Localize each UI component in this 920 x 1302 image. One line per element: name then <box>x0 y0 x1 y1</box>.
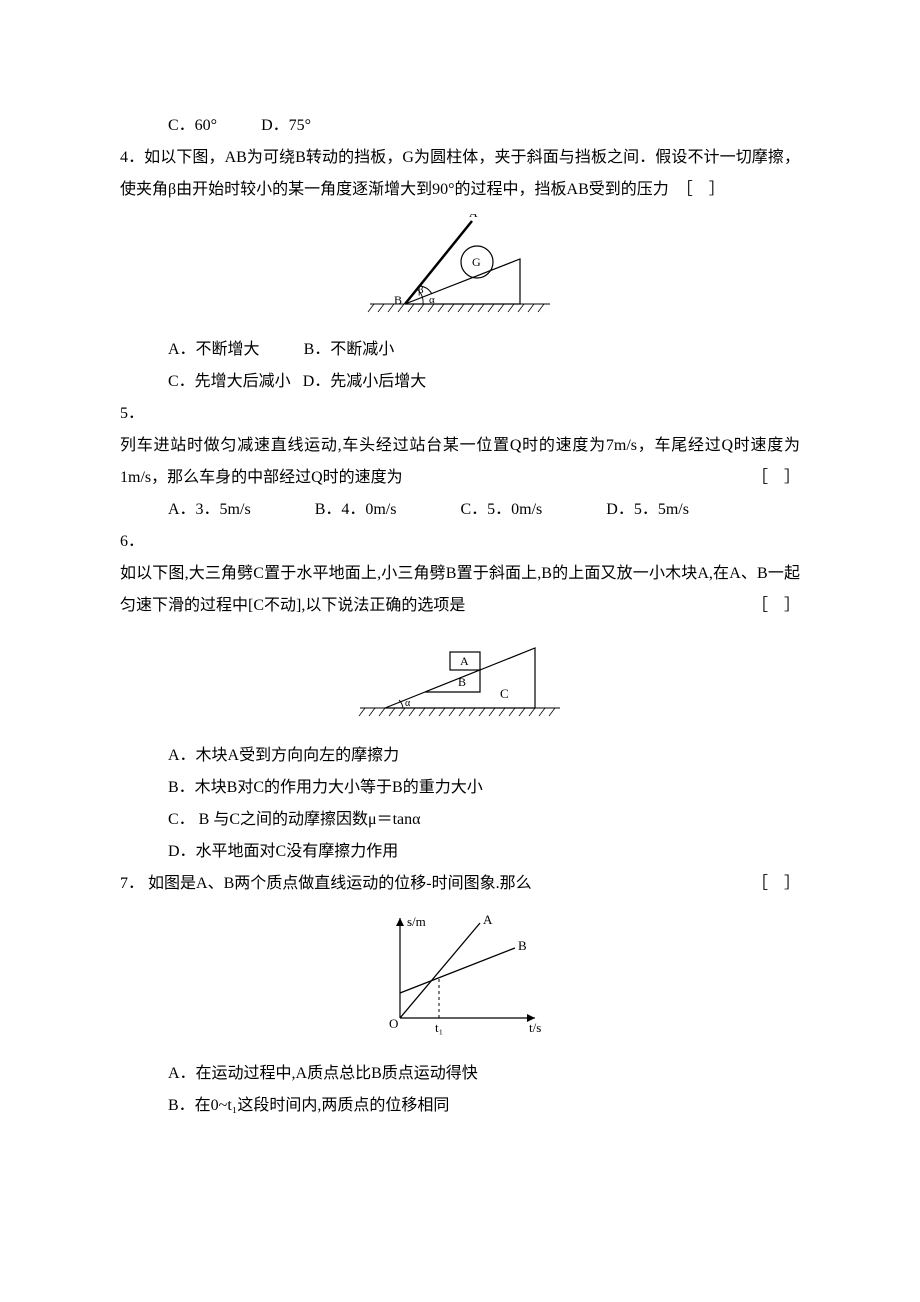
svg-text:O: O <box>389 1016 398 1031</box>
q6-text: 如以下图,大三角劈C置于水平地面上,小三角劈B置于斜面上,B的上面又放一小木块A… <box>120 558 800 622</box>
q4-opt-a: A．不断增大 <box>168 334 260 366</box>
q7-bracket: ［ ］ <box>752 868 800 900</box>
q6-opt-d: D．水平地面对C没有摩擦力作用 <box>168 843 398 860</box>
q4-opt-b: B．不断减小 <box>304 334 395 366</box>
q5-opt-a: A．3．5m/s <box>168 494 251 526</box>
svg-text:α: α <box>429 294 435 306</box>
q6-opt-d-row: D．水平地面对C没有摩擦力作用 <box>120 836 800 868</box>
q4-options-2: C．先增大后减小 D．先减小后增大 <box>120 366 800 398</box>
q6-num: 6． <box>120 526 800 558</box>
q6-opt-c: C． B 与C之间的动摩擦因数μ＝tanα <box>168 811 421 828</box>
q5-options: A．3．5m/s B．4．0m/s C．5．0m/s D．5．5m/s <box>120 494 800 526</box>
q6-opt-a-row: A．木块A受到方向向左的摩擦力 <box>120 740 800 772</box>
q5-opt-d: D．5．5m/s <box>606 494 689 526</box>
svg-text:B: B <box>458 675 466 689</box>
svg-text:A: A <box>460 654 469 668</box>
q4-body: 如以下图，AB为可绕B转动的挡板，G为圆柱体，夹于斜面与挡板之间．假设不计一切摩… <box>120 149 800 198</box>
q7-body: 如图是A、B两个质点做直线运动的位移-时间图象.那么 <box>144 875 532 892</box>
q5-opt-c: C．5．0m/s <box>460 494 542 526</box>
svg-text:A: A <box>469 214 478 220</box>
q6-opt-b-row: B．木块B对C的作用力大小等于B的重力大小 <box>120 772 800 804</box>
q6-figure: A B C α <box>120 630 800 732</box>
q5-opt-b: B．4．0m/s <box>315 494 397 526</box>
q7-opt-a: A．在运动过程中,A质点总比B质点运动得快 <box>168 1065 478 1082</box>
q6-opt-c-row: C． B 与C之间的动摩擦因数μ＝tanα <box>120 804 800 836</box>
q6-body: 如以下图,大三角劈C置于水平地面上,小三角劈B置于斜面上,B的上面又放一小木块A… <box>120 565 800 614</box>
svg-text:C: C <box>500 686 509 701</box>
svg-text:t/s: t/s <box>529 1020 541 1035</box>
q7-opt-b: B．在0~t₁这段时间内,两质点的位移相同 <box>168 1097 449 1114</box>
q4-options-1: A．不断增大 B．不断减小 <box>120 334 800 366</box>
svg-text:A: A <box>483 912 493 927</box>
svg-text:t₁: t₁ <box>435 1020 443 1035</box>
q7-opt-b-row: B．在0~t₁这段时间内,两质点的位移相同 <box>120 1090 800 1122</box>
q7-figure: s/m t/s A B O t₁ <box>120 908 800 1050</box>
q6-opt-a: A．木块A受到方向向左的摩擦力 <box>168 747 399 764</box>
q4-figure: A B G α β <box>120 214 800 326</box>
q4-text: 4．如以下图，AB为可绕B转动的挡板，G为圆柱体，夹于斜面与挡板之间．假设不计一… <box>120 142 800 206</box>
q4-num: 4． <box>120 149 144 166</box>
q3-opt-d: D．75° <box>261 110 311 142</box>
q5-bracket: ［ ］ <box>752 462 800 494</box>
q4-opt-c: C．先增大后减小 <box>168 366 291 398</box>
svg-text:B: B <box>518 938 527 953</box>
q7-text: 7． 如图是A、B两个质点做直线运动的位移-时间图象.那么 ［ ］ <box>120 868 800 900</box>
q3-opt-c: C．60° <box>168 110 217 142</box>
q3-options: C．60° D．75° <box>120 110 800 142</box>
svg-text:G: G <box>472 255 481 269</box>
svg-text:β: β <box>418 284 424 296</box>
q4-opt-d: D．先减小后增大 <box>303 366 427 398</box>
q6-opt-b: B．木块B对C的作用力大小等于B的重力大小 <box>168 779 483 796</box>
q6-bracket: ［ ］ <box>752 590 800 622</box>
svg-text:α: α <box>405 698 411 709</box>
q5-num: 5． <box>120 398 800 430</box>
svg-text:B: B <box>394 293 402 307</box>
svg-text:s/m: s/m <box>407 914 426 929</box>
q5-body: 列车进站时做匀减速直线运动,车头经过站台某一位置Q时的速度为7m/s，车尾经过Q… <box>120 437 800 486</box>
q7-num: 7． <box>120 875 144 892</box>
q5-text: 列车进站时做匀减速直线运动,车头经过站台某一位置Q时的速度为7m/s，车尾经过Q… <box>120 430 800 494</box>
q7-opt-a-row: A．在运动过程中,A质点总比B质点运动得快 <box>120 1058 800 1090</box>
